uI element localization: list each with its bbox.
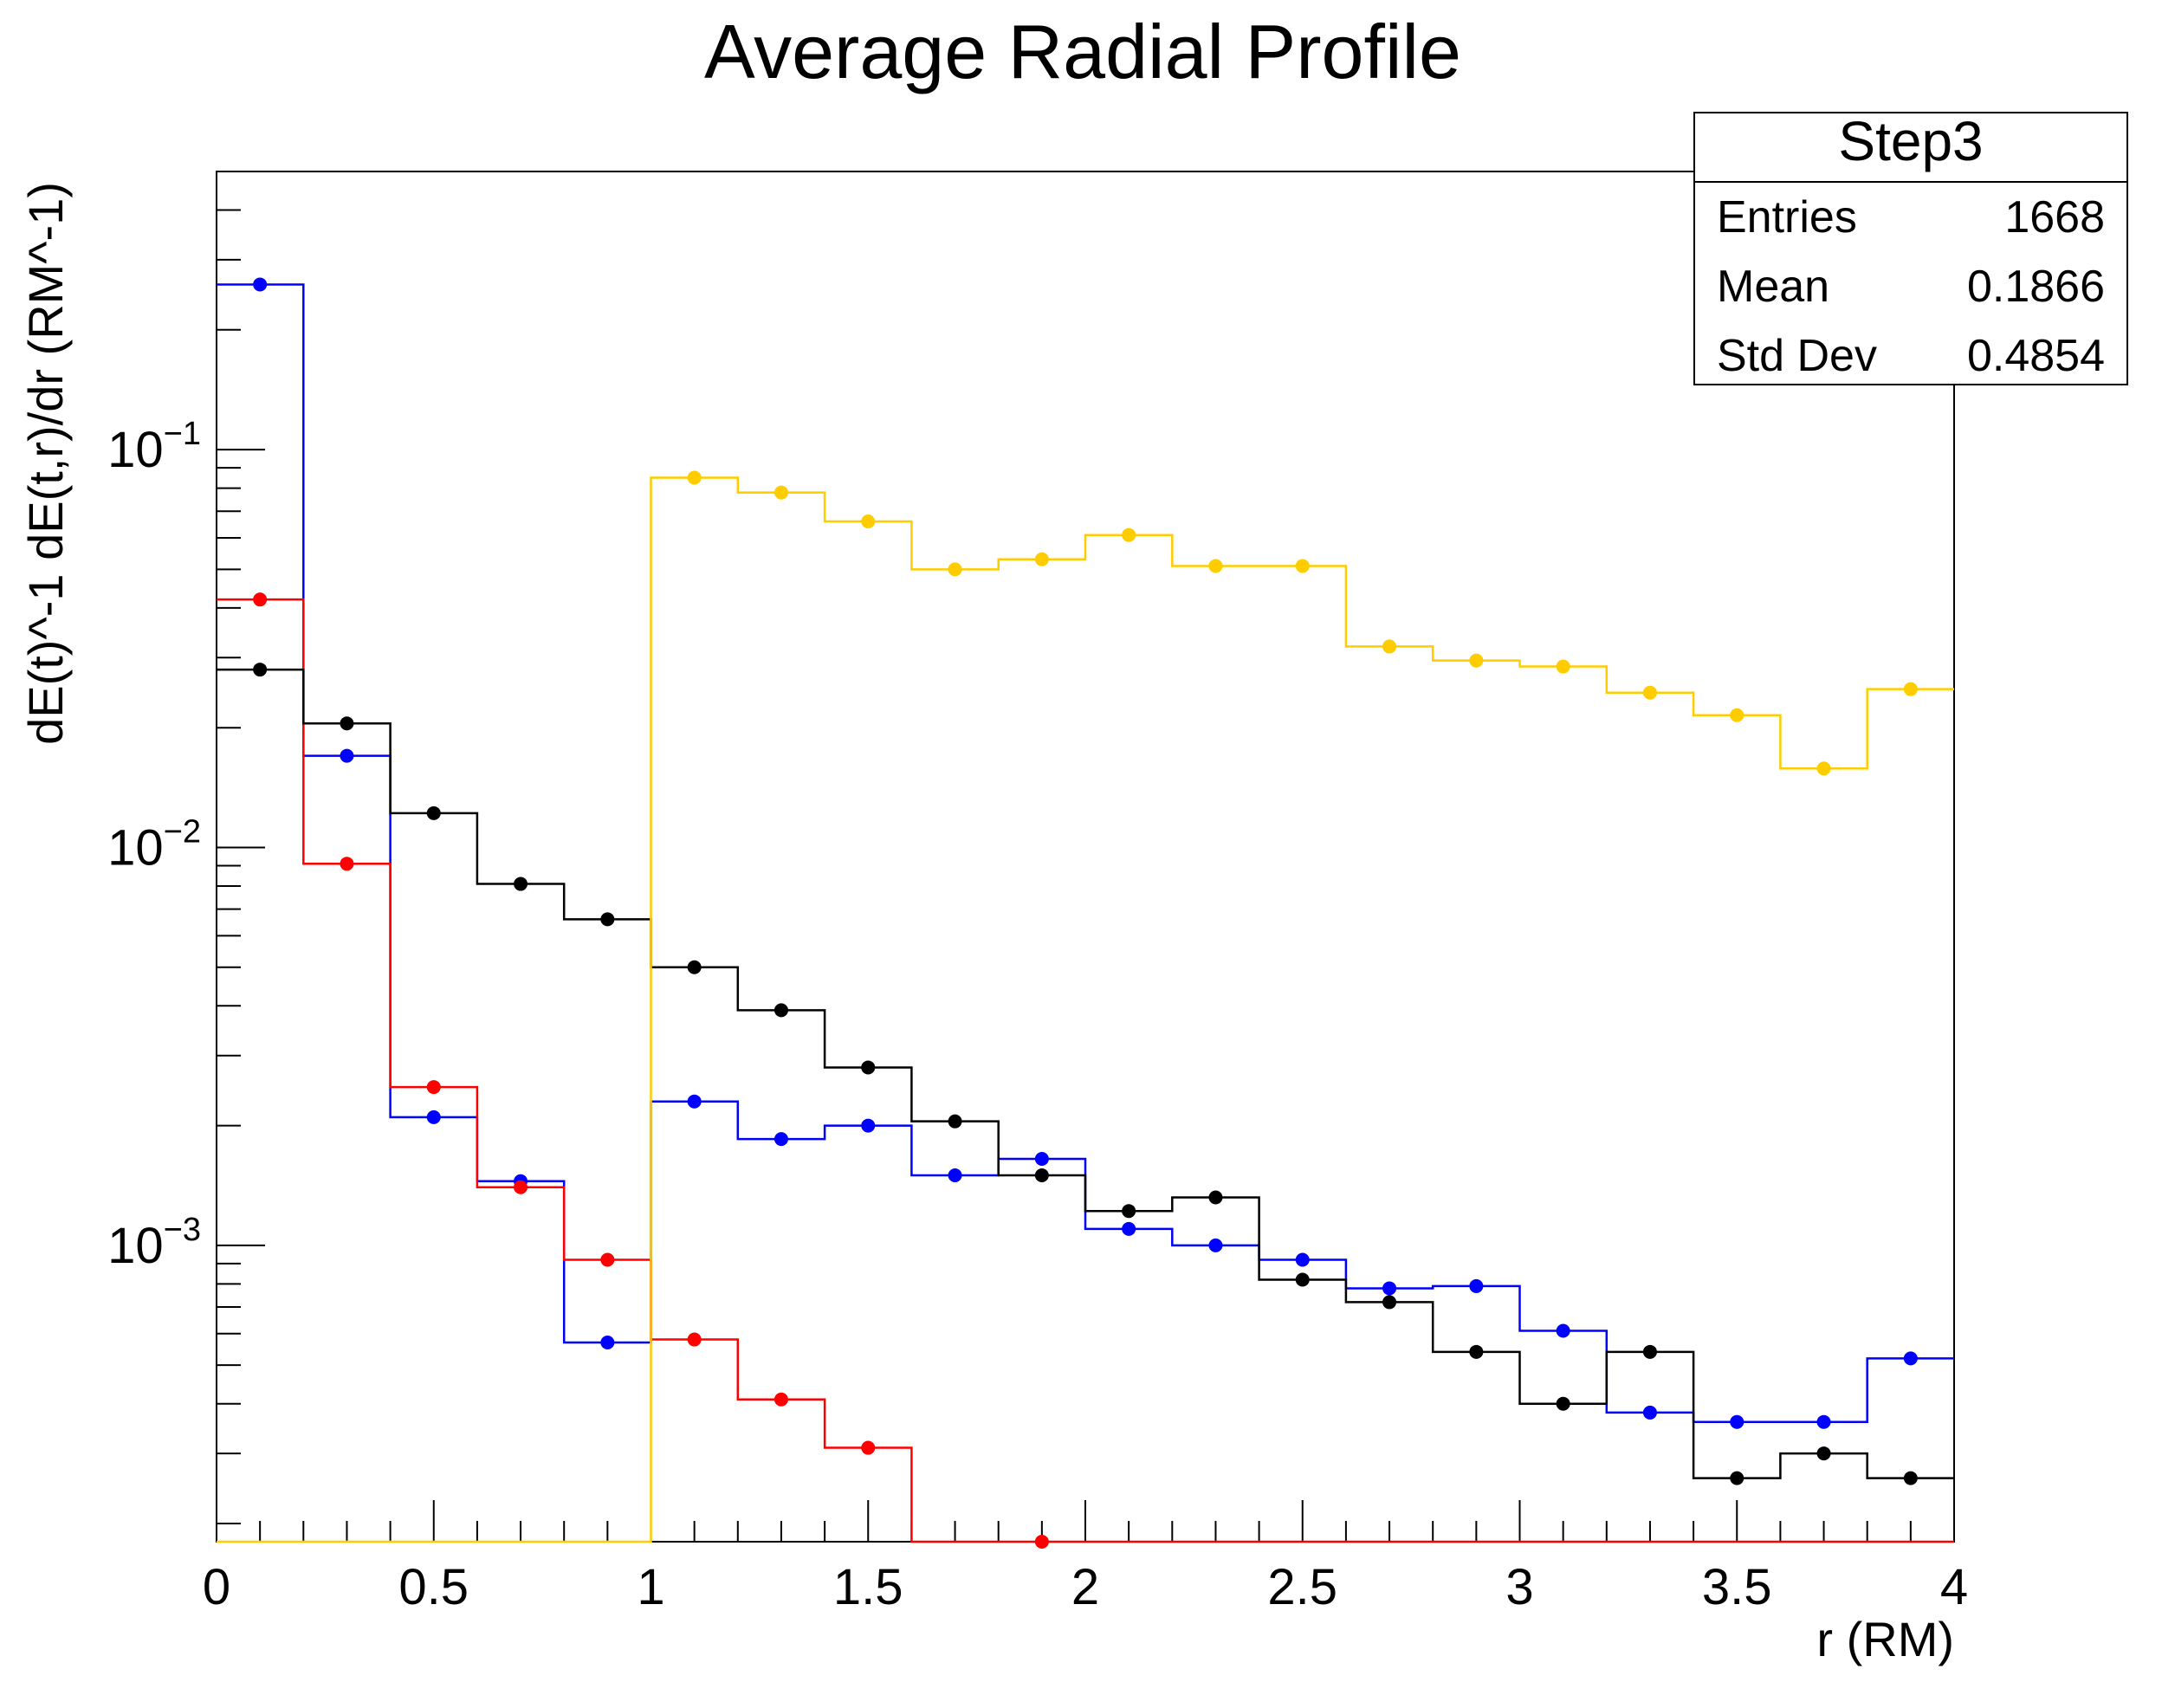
series-data-point xyxy=(253,663,268,677)
stats-entries-value: 1668 xyxy=(2004,192,2105,243)
x-tick-label: 3.5 xyxy=(1702,1559,1772,1615)
series-0 xyxy=(217,277,1954,1429)
series-data-point xyxy=(1642,1344,1657,1359)
series-data-point xyxy=(514,877,528,891)
series-layer xyxy=(217,277,1954,1549)
y-tick-label: 10−2 xyxy=(107,813,201,876)
series-data-point xyxy=(1469,1278,1484,1293)
stats-box: Step3 Entries 1668 Mean 0.1866 Std Dev 0… xyxy=(1693,110,2128,385)
series-data-point xyxy=(1208,1238,1223,1252)
series-1 xyxy=(217,592,1954,1549)
series-data-point xyxy=(1208,1190,1223,1205)
series-data-point xyxy=(1556,1323,1570,1338)
series-data-point xyxy=(1034,1151,1049,1166)
series-data-point xyxy=(1295,1272,1310,1287)
series-data-point xyxy=(774,485,788,500)
stats-stddev-value: 0.4854 xyxy=(1967,331,2105,381)
series-data-point xyxy=(1469,1344,1484,1359)
series-data-point xyxy=(1382,639,1397,654)
series-data-point xyxy=(253,592,268,607)
stats-entries-label: Entries xyxy=(1717,192,1857,243)
series-data-point xyxy=(1469,653,1484,668)
series-data-point xyxy=(1382,1295,1397,1310)
x-tick-label: 0 xyxy=(203,1559,230,1615)
series-data-point xyxy=(1295,1252,1310,1267)
series-data-point xyxy=(774,1132,788,1147)
series-data-point xyxy=(1034,1535,1049,1549)
series-data-point xyxy=(340,716,354,731)
series-3 xyxy=(217,470,1954,1543)
series-data-point xyxy=(948,1114,962,1129)
series-data-point xyxy=(426,1110,441,1124)
series-data-point xyxy=(1122,1221,1136,1236)
stats-box-title: Step3 xyxy=(1838,110,1983,172)
series-data-point xyxy=(1903,1351,1918,1366)
series-data-point xyxy=(774,1003,788,1018)
series-data-point xyxy=(1382,1281,1397,1296)
series-data-point xyxy=(1034,1168,1049,1182)
x-tick-label: 4 xyxy=(1940,1559,1968,1615)
x-tick-label: 2.5 xyxy=(1267,1559,1337,1615)
series-data-point xyxy=(426,1080,441,1095)
series-data-point xyxy=(687,470,702,485)
series-2 xyxy=(217,663,1954,1485)
series-data-point xyxy=(861,1440,876,1455)
series-data-point xyxy=(1730,1414,1744,1429)
x-tick-label: 3 xyxy=(1505,1559,1533,1615)
series-data-point xyxy=(1122,1204,1136,1219)
series-data-point xyxy=(1208,559,1223,573)
x-tick-label: 1 xyxy=(637,1559,664,1615)
series-step-line xyxy=(217,598,1954,1543)
series-data-point xyxy=(1642,1405,1657,1420)
series-data-point xyxy=(340,857,354,871)
series-data-point xyxy=(1816,1414,1831,1429)
series-data-point xyxy=(687,1094,702,1109)
series-data-point xyxy=(948,1168,962,1182)
series-data-point xyxy=(1642,685,1657,700)
series-data-point xyxy=(1295,559,1310,573)
series-data-point xyxy=(1816,761,1831,776)
series-data-point xyxy=(426,805,441,820)
y-tick-label: 10−1 xyxy=(107,416,201,478)
series-data-point xyxy=(600,1336,615,1350)
series-data-point xyxy=(861,1060,876,1075)
series-data-point xyxy=(514,1180,528,1194)
series-data-point xyxy=(600,1252,615,1267)
x-axis-ticks: 0 0.5 1 1.5 2 2.5 3 3.5 4 xyxy=(203,1500,1968,1615)
series-data-point xyxy=(1730,1471,1744,1485)
series-data-point xyxy=(1816,1446,1831,1461)
series-data-point xyxy=(1556,659,1570,674)
series-data-point xyxy=(687,1332,702,1347)
series-data-point xyxy=(948,562,962,577)
series-data-point xyxy=(1903,682,1918,696)
stats-mean-value: 0.1866 xyxy=(1967,262,2105,312)
series-data-point xyxy=(1122,527,1136,542)
x-tick-label: 2 xyxy=(1071,1559,1099,1615)
series-data-point xyxy=(861,1118,876,1133)
series-data-point xyxy=(1034,552,1049,566)
x-tick-label: 0.5 xyxy=(398,1559,469,1615)
series-data-point xyxy=(340,748,354,763)
stats-box-frame xyxy=(1693,112,2128,385)
x-axis-label: r (RM) xyxy=(1816,1612,1954,1666)
series-data-point xyxy=(861,514,876,528)
y-axis-label: dE(t)^-1 dE(t,r)/dr (RM^-1) xyxy=(18,182,73,745)
series-step-line xyxy=(217,476,1954,1543)
series-data-point xyxy=(687,960,702,974)
series-data-point xyxy=(1730,708,1744,722)
series-data-point xyxy=(774,1392,788,1407)
series-data-point xyxy=(1903,1471,1918,1485)
y-axis-ticks: 10−1 10−2 10−3 xyxy=(107,171,265,1524)
x-tick-label: 1.5 xyxy=(833,1559,903,1615)
stats-mean-label: Mean xyxy=(1717,262,1829,312)
series-data-point xyxy=(600,912,615,927)
chart-title: Average Radial Profile xyxy=(704,9,1461,94)
y-tick-label: 10−3 xyxy=(107,1212,201,1274)
series-data-point xyxy=(253,277,268,292)
stats-stddev-label: Std Dev xyxy=(1717,331,1877,381)
series-data-point xyxy=(1556,1396,1570,1411)
